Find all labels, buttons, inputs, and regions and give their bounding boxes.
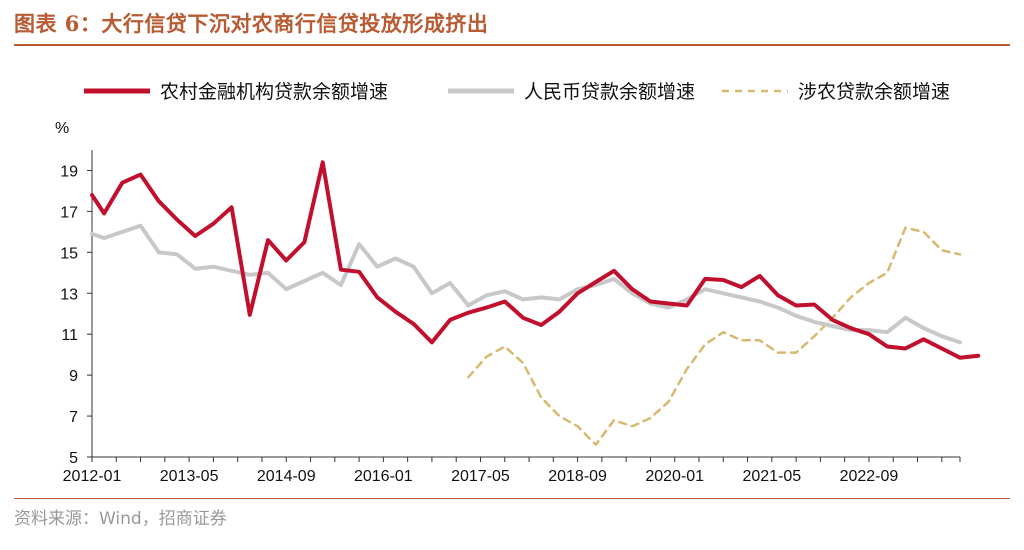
- y-tick-label: 15: [60, 245, 78, 262]
- x-tick-label: 2018-09: [548, 468, 607, 485]
- legend-label-0: 农村金融机构贷款余额增速: [160, 81, 388, 103]
- y-tick-label: 9: [69, 368, 78, 385]
- series-line-0: [90, 160, 981, 360]
- footer-divider: [14, 498, 1010, 499]
- y-axis: 5 7 9 11 13 15 17 19: [60, 150, 93, 467]
- legend-label-2: 涉农贷款余额增速: [798, 81, 950, 103]
- y-tick-label: 13: [60, 286, 78, 303]
- source-note: 资料来源：Wind，招商证券: [14, 509, 227, 529]
- x-tick-label: 2016-01: [354, 468, 413, 485]
- y-axis-label: %: [55, 120, 69, 137]
- x-tick-label: 2014-09: [257, 468, 316, 485]
- y-tick-label: 19: [60, 163, 78, 180]
- x-tick-label: 2022-09: [840, 468, 899, 485]
- y-tick-label: 7: [69, 409, 78, 426]
- line-chart: 农村金融机构贷款余额增速 人民币贷款余额增速 涉农贷款余额增速 % 5 7 9 11 13 1…: [55, 81, 981, 485]
- title-divider: [14, 44, 1010, 46]
- x-tick-label: 2013-05: [160, 468, 219, 485]
- x-tick-label: 2020-01: [645, 468, 704, 485]
- x-tick-label: 2017-05: [451, 468, 510, 485]
- chart-legend: 农村金融机构贷款余额增速 人民币贷款余额增速 涉农贷款余额增速: [84, 81, 950, 103]
- series-line-1: [90, 223, 962, 345]
- legend-label-1: 人民币贷款余额增速: [524, 81, 695, 103]
- y-tick-label: 11: [61, 327, 78, 344]
- page-title: 图表 6：大行信贷下沉对农商行信贷投放形成挤出: [14, 11, 489, 36]
- series-layer: [90, 160, 981, 446]
- x-axis: 2012-01 2013-05 2014-09 2016-01 2017-05 2018-…: [63, 456, 961, 485]
- x-tick-label: 2021-05: [742, 468, 801, 485]
- y-tick-label: 17: [60, 204, 78, 221]
- x-tick-label: 2012-01: [63, 468, 122, 485]
- y-tick-label: 5: [69, 450, 78, 467]
- series-line-2: [467, 226, 962, 446]
